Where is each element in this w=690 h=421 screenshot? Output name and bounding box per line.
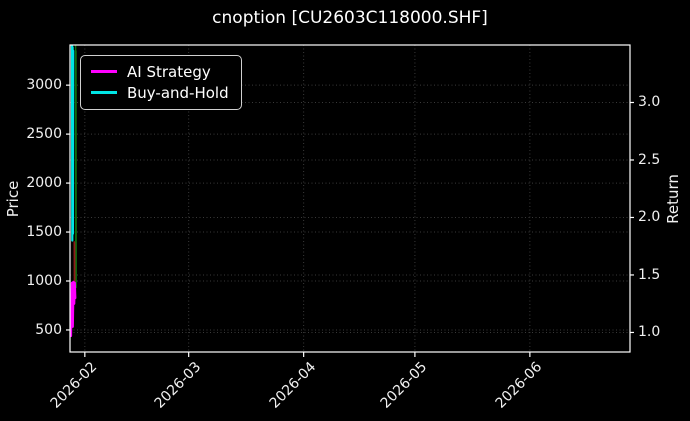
return-tick-label: 1.0 [638, 324, 661, 341]
price-tick-label: 2500 [26, 126, 62, 143]
price-tick-label: 500 [35, 321, 62, 338]
legend-entry-buy-and-hold: Buy-and-Hold [91, 82, 229, 103]
price-tick-label: 2000 [26, 175, 62, 192]
legend-entry-ai-strategy: AI Strategy [91, 61, 229, 82]
return-tick-label: 2.0 [638, 209, 661, 226]
price-tick-label: 1000 [26, 273, 62, 289]
return-tick-label: 1.5 [638, 266, 661, 283]
ai-strategy-line-swatch [91, 69, 117, 74]
chart-title: cnoption [CU2603C118000.SHF] [212, 8, 488, 28]
return-tick-label: 2.5 [638, 151, 661, 168]
legend: AI Strategy Buy-and-Hold [80, 55, 242, 110]
legend-label: AI Strategy [127, 62, 211, 81]
return-tick-label: 3.0 [638, 94, 661, 111]
buy-and-hold-line-swatch [91, 90, 117, 95]
price-tick-label: 3000 [26, 77, 62, 94]
legend-label: Buy-and-Hold [127, 83, 229, 102]
price-tick-label: 1500 [26, 224, 62, 241]
